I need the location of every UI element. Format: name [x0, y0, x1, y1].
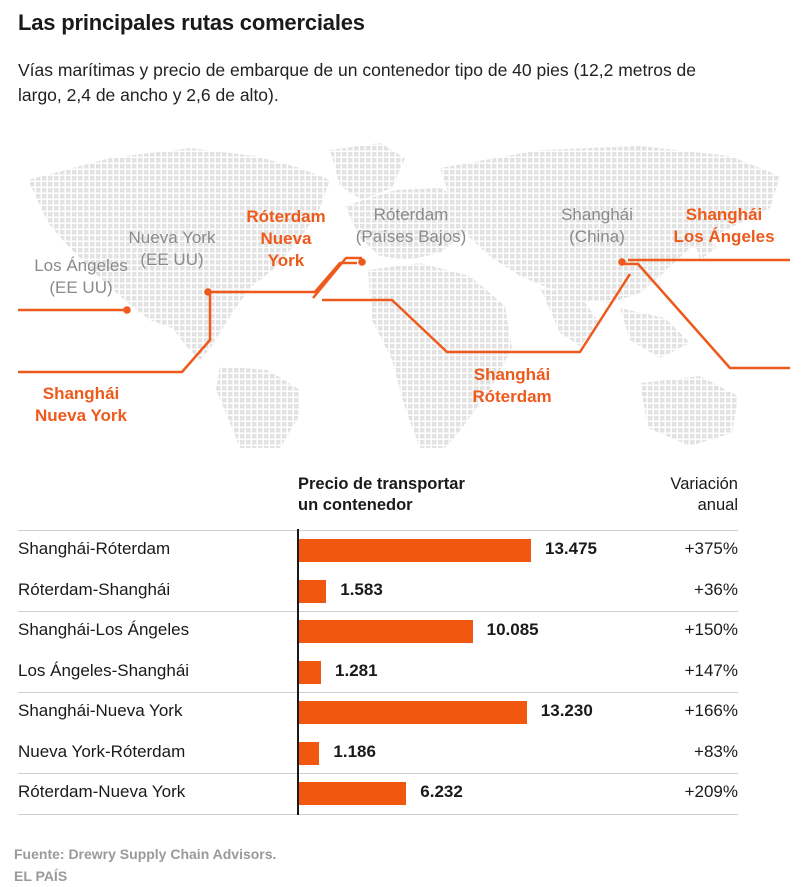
row-divider	[18, 611, 738, 612]
los-angeles-dot	[123, 306, 131, 314]
source-note: Fuente: Drewry Supply Chain Advisors.	[14, 846, 277, 862]
variation-value: +147%	[684, 660, 738, 680]
price-bar	[299, 782, 407, 806]
price-value-label: 1.583	[340, 579, 383, 599]
route-label: Róterdam-Shanghái	[18, 579, 171, 599]
route-label: Los Ángeles-Shanghái	[18, 660, 190, 680]
column-header-variation: Variación anual	[670, 475, 738, 514]
label-shanghai: Shanghái (China)	[561, 205, 633, 246]
route-label: Róterdam-Nueva York	[18, 782, 186, 802]
label-shanghai-rotterdam: Shanghái Róterdam	[472, 365, 552, 406]
label-rotterdam: Róterdam (Países Bajos)	[355, 205, 467, 246]
variation-value: +83%	[694, 741, 738, 761]
chart-subtitle: Vías marítimas y precio de embarque de u…	[18, 60, 697, 105]
variation-value: +209%	[684, 782, 738, 802]
price-value-label: 1.281	[335, 660, 378, 680]
price-value-label: 6.232	[420, 782, 463, 802]
row-divider	[18, 692, 738, 693]
variation-value: +36%	[694, 579, 738, 599]
price-bar	[299, 539, 531, 563]
route-shanghai-los-angeles-east	[620, 262, 790, 370]
variation-value: +375%	[684, 539, 738, 559]
label-rotterdam-nueva-york: Róterdam Nueva York	[246, 207, 326, 270]
route-shanghai-rotterdam-west	[322, 273, 632, 354]
row-divider	[18, 530, 738, 531]
shanghai-dot	[618, 258, 626, 266]
variation-value: +150%	[684, 620, 738, 640]
variation-value: +166%	[684, 701, 738, 721]
city-dots	[123, 258, 626, 314]
route-label: Shanghái-Nueva York	[18, 701, 183, 721]
nueva-york-dot	[204, 288, 212, 296]
price-value-label: 13.230	[540, 701, 593, 721]
label-nueva-york: Nueva York (EE UU)	[128, 228, 216, 269]
route-map	[18, 143, 790, 448]
route-label: Shanghái-Los Ángeles	[18, 620, 190, 640]
price-bar	[299, 741, 320, 765]
label-los-angeles: Los Ángeles (EE UU)	[34, 256, 128, 297]
row-divider	[18, 773, 738, 774]
label-shanghai-los-angeles: Shanghái Los Ángeles	[673, 205, 775, 246]
price-bar	[299, 620, 473, 644]
rotterdam-dot	[358, 258, 366, 266]
row-divider	[18, 813, 738, 815]
chart-title: Las principales rutas comerciales	[18, 10, 365, 35]
route-label: Shanghái-Róterdam	[18, 539, 171, 559]
price-bar	[299, 660, 322, 684]
price-value-label: 13.475	[545, 539, 597, 559]
credit: EL PAÍS	[14, 868, 68, 884]
route-label: Nueva York-Róterdam	[18, 741, 186, 761]
price-bar	[299, 579, 327, 603]
price-value-label: 10.085	[486, 620, 539, 640]
bar-axis-line	[297, 529, 299, 815]
column-header-price: Precio de transportar un contenedor	[298, 475, 465, 514]
route-rotterdam-link	[312, 256, 362, 299]
world-map-dots	[28, 143, 780, 448]
price-bar	[299, 701, 527, 725]
price-value-label: 1.186	[333, 741, 376, 761]
label-shanghai-nueva-york: Shanghái Nueva York	[35, 384, 127, 425]
